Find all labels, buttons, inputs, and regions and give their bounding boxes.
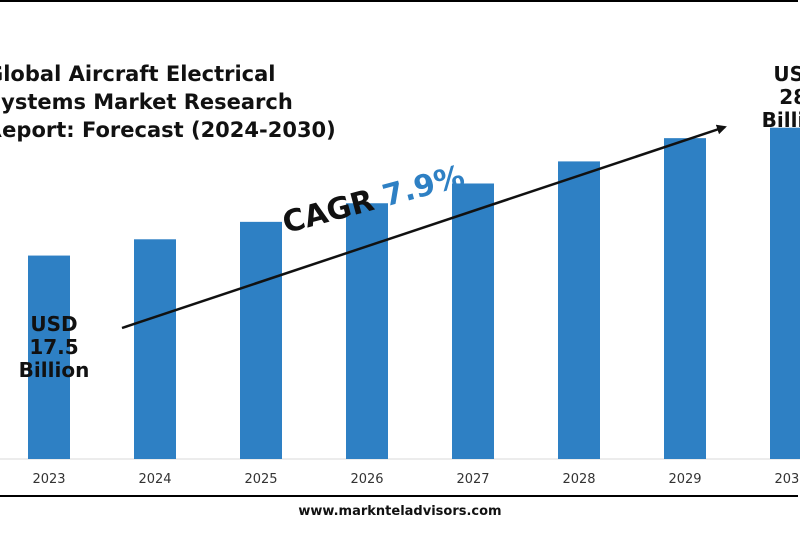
bar-2030 [770,127,800,459]
trend-arrow [121,124,727,330]
bar-2023 [28,255,70,459]
x-tick-label-2023: 2023 [32,472,65,487]
x-tick-label-2029: 2029 [668,472,701,487]
start-label-line-1: USD [30,312,78,336]
start-label-line-3: Billion [18,358,90,382]
end-label-line-2: 28. [779,85,800,109]
end-label-line-1: USD [773,62,800,86]
end-label-line-3: Billion [761,108,800,132]
chart-frame [0,0,798,497]
end-value-label: USD 28. Billion [757,63,800,132]
trend-arrow-line [121,124,727,330]
footer-website: www.marknteladvisors.com [298,504,502,519]
bars-group [28,127,800,460]
bar-2025 [240,221,282,459]
x-tick-label-2025: 2025 [244,472,277,487]
x-tick-labels: 2023 2024 2025 2026 2027 2028 2029 2030 [32,472,800,487]
bar-2027 [452,183,494,460]
bar-2028 [558,161,600,459]
x-tick-label-2030: 2030 [774,472,800,487]
bar-2029 [664,138,706,459]
bar-2024 [134,239,176,459]
x-tick-label-2026: 2026 [350,472,383,487]
start-value-label: USD 17.5 Billion [14,313,94,382]
x-tick-label-2028: 2028 [562,472,595,487]
start-label-line-2: 17.5 [29,335,79,359]
chart-title: Global Aircraft Electrical Systems Marke… [0,62,336,142]
x-tick-label-2027: 2027 [456,472,489,487]
x-tick-label-2024: 2024 [138,472,171,487]
